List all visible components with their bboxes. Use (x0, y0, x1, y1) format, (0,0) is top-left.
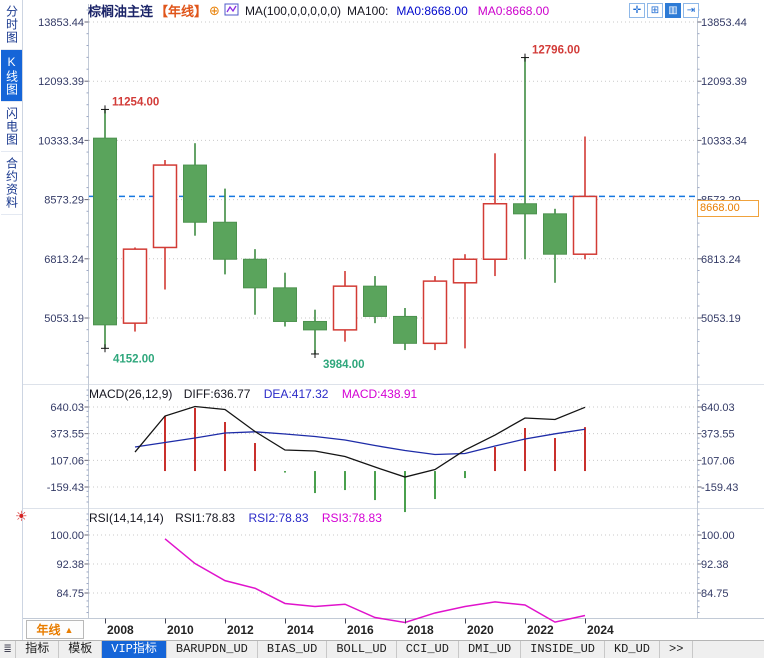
bar-view-icon[interactable]: ▥ (665, 3, 681, 18)
sidebar-item-kline[interactable]: K线图 (0, 50, 22, 102)
add-indicator-icon[interactable]: ⊕ (209, 2, 220, 18)
svg-text:100.00: 100.00 (50, 530, 84, 542)
bottom-tab-vip-indicator[interactable]: VIP指标 (102, 641, 167, 658)
svg-text:8573.29: 8573.29 (44, 195, 84, 207)
svg-text:6813.24: 6813.24 (701, 254, 741, 266)
bottom-tab-dmi[interactable]: DMI_UD (459, 641, 522, 658)
current-price-tag: 8668.00 (697, 200, 759, 217)
rsi1-value: RSI1:78.83 (175, 511, 236, 525)
svg-text:11254.00: 11254.00 (112, 96, 159, 108)
rsi2-value: RSI2:78.83 (248, 511, 309, 525)
macd-dea-value: DEA:417.32 (263, 387, 329, 401)
bottom-tab-cci[interactable]: CCI_UD (397, 641, 459, 658)
bottom-tab-inside[interactable]: INSIDE_UD (521, 641, 605, 658)
crosshair-icon[interactable]: ✛ (629, 3, 645, 18)
ma0-value-magenta: MA0:8668.00 (477, 3, 550, 18)
svg-text:92.38: 92.38 (701, 559, 729, 571)
chart-type-sidebar: 分时图 K线图 闪电图 合约资料 (0, 0, 23, 640)
bottom-tab-indicator[interactable]: 指标 (16, 641, 60, 658)
svg-text:2008: 2008 (107, 623, 134, 637)
sidebar-item-timeshare[interactable]: 分时图 (0, 0, 22, 50)
svg-text:2010: 2010 (167, 623, 194, 637)
svg-text:5053.19: 5053.19 (44, 313, 84, 325)
bottom-tab-menu[interactable]: ≣ (0, 641, 17, 658)
svg-text:640.03: 640.03 (701, 402, 735, 414)
macd-formula: MACD(26,12,9) (89, 387, 173, 401)
ma0-value-blue: MA0:8668.00 (396, 3, 468, 18)
indicator-icon[interactable] (224, 3, 239, 19)
svg-text:107.06: 107.06 (701, 455, 735, 467)
bottom-tab-barupdn[interactable]: BARUPDN_UD (167, 641, 258, 658)
bottom-tab-template[interactable]: 模板 (59, 641, 103, 658)
svg-text:5053.19: 5053.19 (701, 313, 741, 325)
bottom-tab-boll[interactable]: BOLL_UD (327, 641, 397, 658)
svg-text:640.03: 640.03 (50, 402, 84, 414)
symbol-name: 棕榈油主连 (88, 4, 154, 19)
rsi3-value: RSI3:78.83 (321, 511, 382, 525)
svg-text:373.55: 373.55 (50, 429, 84, 441)
svg-text:3984.00: 3984.00 (323, 359, 365, 371)
svg-text:12796.00: 12796.00 (532, 45, 580, 57)
svg-text:100.00: 100.00 (701, 530, 735, 542)
sidebar-item-contract-info[interactable]: 合约资料 (0, 152, 22, 215)
period-selector-button[interactable]: 年线 ▲ (26, 620, 84, 639)
tab-bar-filler (693, 641, 764, 658)
macd-diff-value: DIFF:636.77 (183, 387, 251, 401)
svg-text:-159.43: -159.43 (701, 482, 738, 494)
chevron-up-icon: ▲ (64, 624, 74, 635)
goto-latest-icon[interactable]: ⇥ (683, 3, 699, 18)
svg-text:4152.00: 4152.00 (113, 353, 155, 365)
svg-text:2016: 2016 (347, 623, 374, 637)
svg-text:92.38: 92.38 (56, 559, 84, 571)
svg-text:6813.24: 6813.24 (44, 254, 84, 266)
ma-formula: MA(100,0,0,0,0,0) (244, 3, 341, 18)
svg-text:2012: 2012 (227, 623, 254, 637)
axis-scale-icon[interactable]: ⊞ (647, 3, 663, 18)
macd-value: MACD:438.91 (341, 387, 418, 401)
svg-text:2024: 2024 (587, 623, 614, 637)
chart-header: 棕榈油主连 【年线】 ⊕ MA(100,0,0,0,0,0) MA100: MA… (88, 2, 550, 20)
svg-text:2022: 2022 (527, 623, 554, 637)
svg-text:10333.34: 10333.34 (701, 135, 747, 147)
ma100-label: MA100: (347, 3, 389, 18)
rsi-settings-icon[interactable]: ☀ (15, 508, 28, 524)
bottom-tab-bias[interactable]: BIAS_UD (258, 641, 328, 658)
svg-text:12093.39: 12093.39 (701, 76, 747, 88)
svg-text:2014: 2014 (287, 623, 314, 637)
rsi-pane-header: RSI(14,14,14) RSI1:78.83 RSI2:78.83 RSI3… (89, 511, 382, 525)
chart-window-controls: ✛ ⊞ ▥ ⇥ (629, 3, 699, 18)
svg-text:10333.34: 10333.34 (38, 135, 84, 147)
svg-text:2020: 2020 (467, 623, 494, 637)
bottom-tab-kd[interactable]: KD_UD (605, 641, 660, 658)
chart-canvas[interactable]: 13853.44 13853.44 12093.39 12093.39 10333.34… (0, 0, 764, 640)
svg-text:84.75: 84.75 (56, 588, 84, 600)
sidebar-item-flash[interactable]: 闪电图 (0, 102, 22, 152)
svg-text:13853.44: 13853.44 (701, 17, 747, 29)
svg-text:13853.44: 13853.44 (38, 17, 84, 29)
svg-text:373.55: 373.55 (701, 429, 735, 441)
svg-text:12093.39: 12093.39 (38, 76, 84, 88)
rsi-formula: RSI(14,14,14) (89, 511, 164, 525)
period-label: 【年线】 (155, 4, 208, 19)
bottom-tab-more[interactable]: >> (660, 641, 694, 658)
svg-text:2018: 2018 (407, 623, 434, 637)
indicator-tab-bar: ≣ 指标 模板 VIP指标 BARUPDN_UD BIAS_UD BOLL_UD CCI_UD… (0, 640, 764, 658)
svg-text:107.06: 107.06 (50, 455, 84, 467)
svg-text:-159.43: -159.43 (47, 482, 84, 494)
svg-text:84.75: 84.75 (701, 588, 729, 600)
macd-pane-header: MACD(26,12,9) DIFF:636.77 DEA:417.32 MAC… (89, 387, 417, 401)
period-button-label: 年线 (36, 623, 61, 637)
